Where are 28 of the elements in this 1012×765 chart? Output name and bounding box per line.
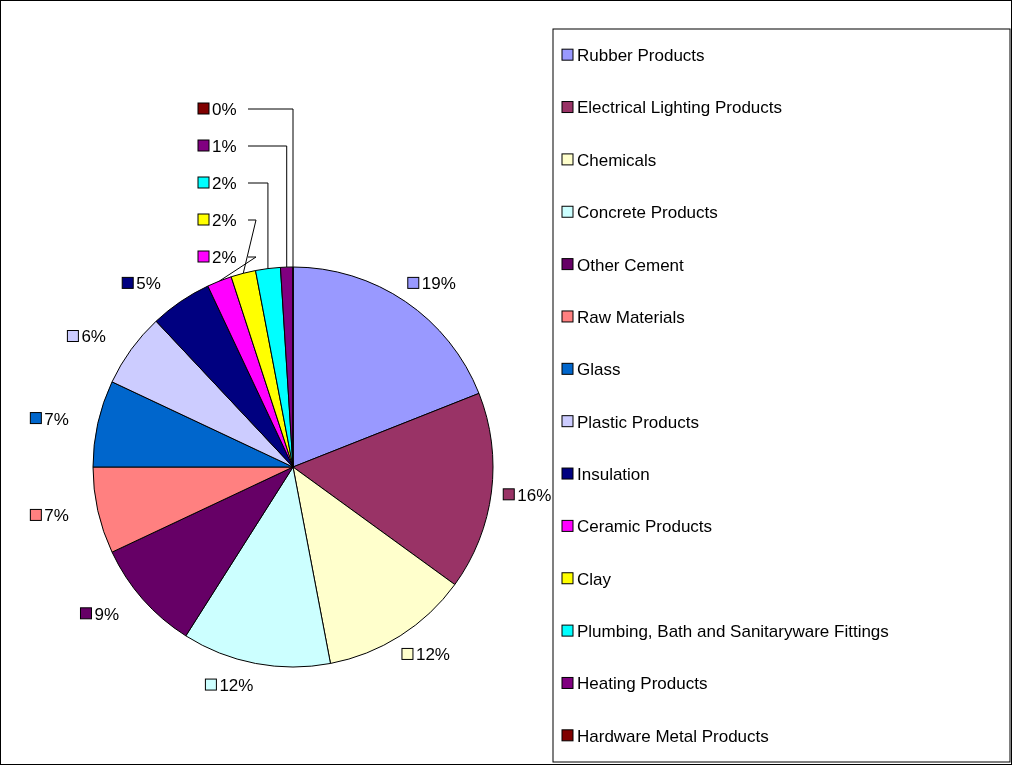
- legend-label: Raw Materials: [577, 307, 685, 327]
- data-label: 16%: [517, 485, 552, 505]
- legend-label: Clay: [577, 569, 612, 589]
- text: 0%: [212, 99, 237, 119]
- data-label: 2%: [212, 173, 237, 193]
- legend-label: Chemicals: [577, 150, 657, 170]
- data-label: 12%: [415, 645, 450, 665]
- legend-label: Insulation: [577, 464, 650, 484]
- legend-label: Plastic Products: [577, 412, 699, 432]
- data-label: 19%: [421, 274, 456, 294]
- data-label: 7%: [44, 409, 69, 429]
- data-label: 6%: [81, 327, 106, 347]
- legend-label: Heating Products: [577, 674, 708, 694]
- legend-label: Electrical Lighting Products: [577, 98, 783, 118]
- data-label: 12%: [219, 676, 254, 696]
- legend-label: Other Cement: [577, 255, 685, 275]
- legend-label: Hardware Metal Products: [577, 726, 769, 746]
- data-label: 2%: [212, 210, 237, 230]
- data-label: 1%: [212, 136, 237, 156]
- legend-label: Rubber Products: [577, 46, 705, 66]
- legend-label: Ceramic Products: [577, 517, 713, 537]
- data-label: 7%: [44, 506, 69, 526]
- legend-label: Glass: [577, 360, 621, 380]
- legend-label: Plumbing, Bath and Sanitaryware Fittings: [577, 622, 889, 642]
- data-label: 5%: [136, 274, 161, 294]
- data-label: 2%: [212, 247, 237, 267]
- legend-label: Concrete Products: [577, 203, 718, 223]
- data-label: 9%: [94, 604, 120, 624]
